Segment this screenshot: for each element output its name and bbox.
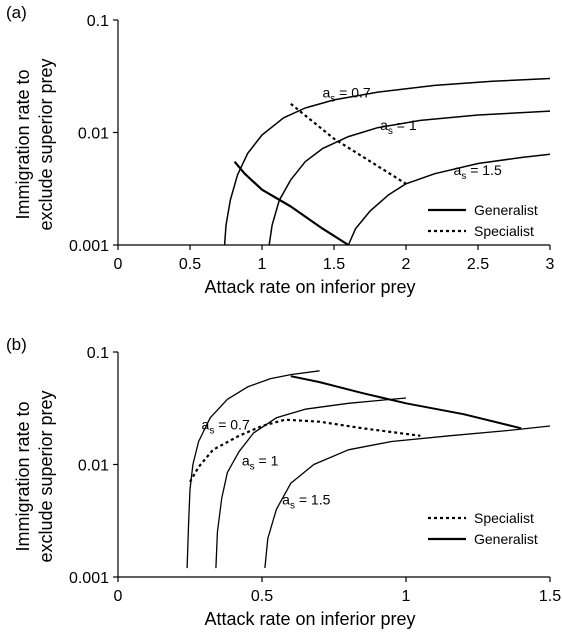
panel-b: 0 0.5 1 1.5 0.001 0.01 0.1 Attack rate on infer… (6, 335, 561, 629)
x-tick-label: 0.5 (251, 588, 273, 605)
y-axis-label-line2: exclude superior prey (36, 390, 56, 562)
curve-label: as = 1.5 (282, 492, 330, 512)
y-tick-label: 0.1 (87, 13, 109, 30)
y-tick-label: 0.01 (78, 126, 109, 143)
curve-label: as = 1.5 (454, 162, 502, 182)
generalist-line (264, 425, 551, 569)
x-tick-label: 1 (402, 588, 411, 605)
y-tick-label: 0.1 (87, 345, 109, 362)
legend-label: Generalist (474, 202, 538, 218)
legend-label: Specialist (474, 510, 534, 526)
generalist-line (215, 397, 407, 569)
x-tick-label: 0 (114, 256, 123, 273)
specialist-line (189, 418, 421, 483)
y-tick-label: 0.01 (78, 458, 109, 475)
panel-label: (b) (6, 335, 27, 354)
generalist-line (268, 110, 551, 246)
x-tick-label: 0.5 (179, 256, 201, 273)
curve-label: as = 1 (242, 452, 279, 472)
x-tick-label: 0 (114, 588, 123, 605)
x-tick-label: 1.5 (539, 588, 561, 605)
generalist-line (233, 160, 349, 246)
curve-label: as = 1 (380, 117, 417, 137)
x-tick-label: 3 (546, 256, 555, 273)
curve-label: as = 0.7 (202, 416, 250, 436)
y-axis-label-line1: Immigration rate to (13, 69, 33, 219)
x-tick-label: 2.5 (467, 256, 489, 273)
y-tick-label: 0.001 (69, 570, 109, 587)
panel-label: (a) (6, 3, 27, 22)
generalist-line (223, 77, 551, 246)
y-tick-label: 0.001 (69, 238, 109, 255)
x-tick-label: 1.5 (323, 256, 345, 273)
legend-label: Generalist (474, 531, 538, 547)
y-axis-label-line2: exclude superior prey (36, 58, 56, 230)
x-axis-label: Attack rate on inferior prey (204, 609, 415, 629)
specialist-line (290, 102, 407, 185)
panel-a: 0 0.5 1 1.5 2 2.5 3 0.001 0.01 0.1 Attack rate on … (6, 3, 555, 297)
x-axis-label: Attack rate on inferior prey (204, 277, 415, 297)
x-tick-label: 1 (258, 256, 267, 273)
curve-label: as = 0.7 (322, 84, 370, 104)
legend-label: Specialist (474, 223, 534, 239)
y-axis-label-line1: Immigration rate to (13, 401, 33, 551)
generalist-line (186, 370, 320, 569)
x-tick-label: 2 (402, 256, 411, 273)
generalist-line (290, 375, 522, 430)
